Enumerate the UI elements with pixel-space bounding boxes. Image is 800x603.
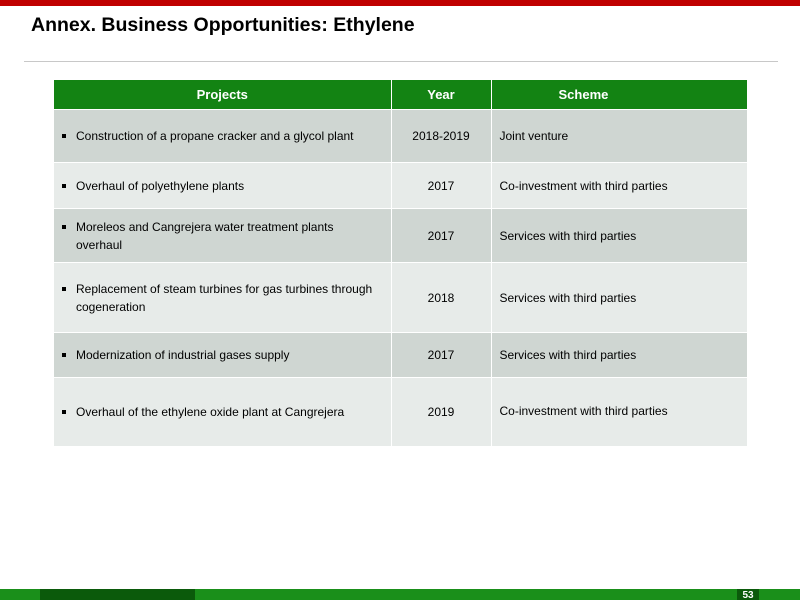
footer-dark-band <box>40 589 195 600</box>
scheme-cell: Services with third parties <box>491 208 747 263</box>
page-number: 53 <box>737 589 759 601</box>
scheme-cell: Joint venture <box>491 109 747 163</box>
project-cell: Overhaul of the ethylene oxide plant at … <box>54 377 392 447</box>
scheme-cell: Co-investment with third parties <box>491 162 747 209</box>
scheme-cell: Services with third parties <box>491 262 747 333</box>
project-text: Overhaul of the ethylene oxide plant at … <box>76 405 345 419</box>
bullet-icon <box>62 286 66 291</box>
project-text: Modernization of industrial gases supply <box>76 348 290 362</box>
project-text: Overhaul of polyethylene plants <box>76 178 245 193</box>
table-row: Construction of a propane cracker and a … <box>54 109 747 163</box>
header-projects: Projects <box>54 80 392 110</box>
table-row: Replacement of steam turbines for gas tu… <box>54 262 747 333</box>
header-year: Year <box>391 80 492 110</box>
bullet-icon <box>62 183 66 188</box>
scheme-cell: Co-investment with third parties <box>491 377 747 447</box>
year-cell: 2018 <box>391 262 492 333</box>
projects-table: Projects Year Scheme Construction of a p… <box>54 80 747 447</box>
footer-bar <box>0 589 800 600</box>
bullet-icon <box>62 134 66 138</box>
year-cell: 2017 <box>391 162 492 209</box>
year-cell: 2019 <box>391 377 492 447</box>
project-cell: Construction of a propane cracker and a … <box>54 109 392 163</box>
page-title: Annex. Business Opportunities: Ethylene <box>31 14 415 36</box>
table-header-row: Projects Year Scheme <box>54 80 747 110</box>
table-row: Overhaul of polyethylene plants 2017 Co-… <box>54 162 747 209</box>
header-scheme: Scheme <box>491 80 747 110</box>
title-divider <box>24 61 778 62</box>
bullet-icon <box>62 224 66 229</box>
project-text: Moreleos and Cangrejera water treatment … <box>76 219 334 252</box>
year-cell: 2018-2019 <box>391 109 492 163</box>
project-cell: Replacement of steam turbines for gas tu… <box>54 262 392 333</box>
scheme-cell: Services with third parties <box>491 332 747 378</box>
top-accent-bar <box>0 0 800 6</box>
bullet-icon <box>62 353 66 357</box>
table-row: Modernization of industrial gases supply… <box>54 332 747 378</box>
project-cell: Modernization of industrial gases supply <box>54 332 392 378</box>
table-row: Overhaul of the ethylene oxide plant at … <box>54 377 747 447</box>
project-cell: Overhaul of polyethylene plants <box>54 162 392 209</box>
project-cell: Moreleos and Cangrejera water treatment … <box>54 208 392 263</box>
year-cell: 2017 <box>391 332 492 378</box>
project-text: Construction of a propane cracker and a … <box>76 129 354 143</box>
year-cell: 2017 <box>391 208 492 263</box>
table-row: Moreleos and Cangrejera water treatment … <box>54 208 747 263</box>
bullet-icon <box>62 410 66 414</box>
project-text: Replacement of steam turbines for gas tu… <box>76 281 373 314</box>
